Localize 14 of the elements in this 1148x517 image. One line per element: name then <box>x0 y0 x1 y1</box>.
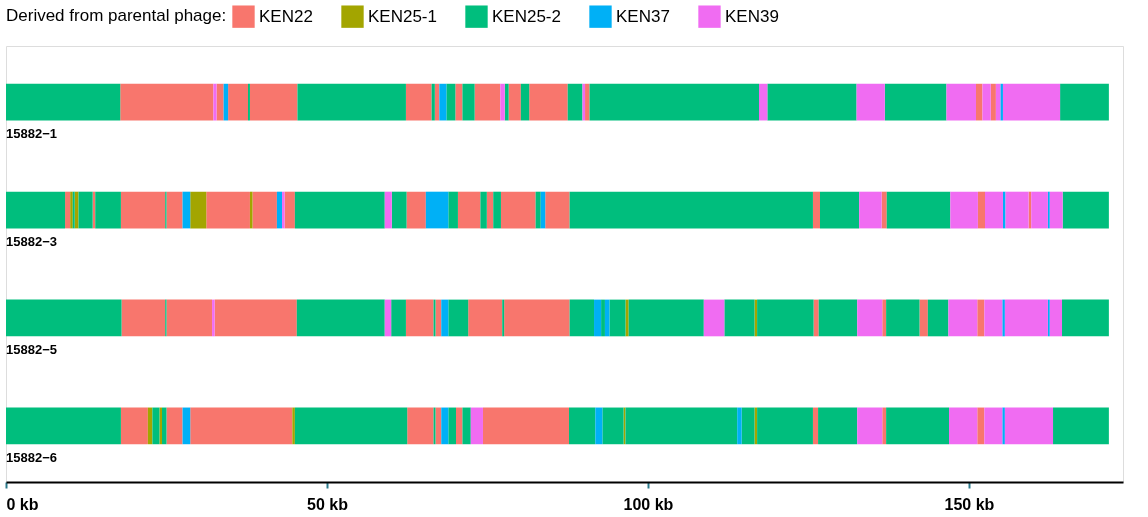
legend-label: KEN25-1 <box>368 6 437 26</box>
x-tick-label: 100 kb <box>623 495 674 513</box>
x-tick-label: 0 kb <box>6 495 39 513</box>
x-tick-label: 150 kb <box>944 495 995 513</box>
y-tick-label: 15882−3 <box>6 234 57 250</box>
legend-title: Derived from parental phage: <box>6 6 227 25</box>
x-tick-label: 50 kb <box>307 495 349 513</box>
legend-label: KEN22 <box>259 6 313 26</box>
y-tick-label: 15882−1 <box>6 126 57 142</box>
y-tick-label: 15882−6 <box>6 449 57 465</box>
legend-label: KEN25-2 <box>492 6 561 26</box>
legend-label: KEN39 <box>725 6 779 26</box>
legend-label: KEN37 <box>616 6 670 26</box>
y-tick-label: 15882−5 <box>6 341 57 357</box>
